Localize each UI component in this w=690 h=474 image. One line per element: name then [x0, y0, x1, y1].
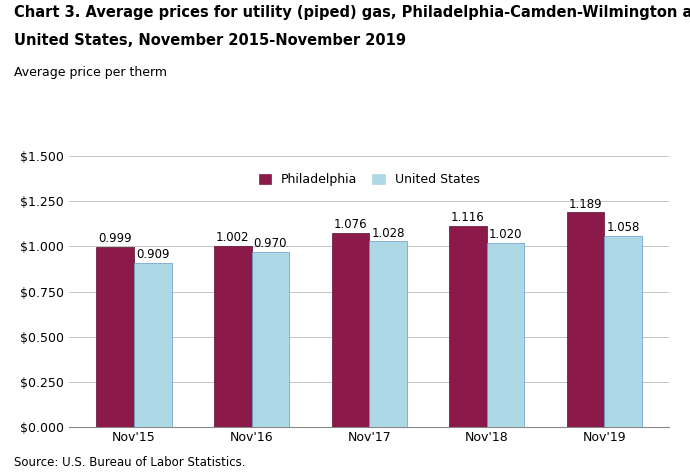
Bar	[369, 241, 407, 427]
Text: 0.999: 0.999	[98, 232, 132, 245]
Bar	[252, 252, 289, 427]
Legend: Philadelphia, United States: Philadelphia, United States	[253, 168, 485, 191]
Text: 1.028: 1.028	[371, 227, 405, 240]
Text: Source: U.S. Bureau of Labor Statistics.: Source: U.S. Bureau of Labor Statistics.	[14, 456, 246, 469]
Bar	[214, 246, 252, 427]
Text: 1.020: 1.020	[489, 228, 522, 241]
Bar	[604, 236, 642, 427]
Bar	[134, 263, 172, 427]
Text: 0.909: 0.909	[136, 248, 170, 261]
Bar	[331, 233, 369, 427]
Bar	[97, 246, 134, 427]
Text: 1.002: 1.002	[216, 231, 250, 244]
Bar	[449, 226, 486, 427]
Bar	[486, 243, 524, 427]
Text: 1.058: 1.058	[607, 221, 640, 234]
Text: Chart 3. Average prices for utility (piped) gas, Philadelphia-Camden-Wilmington : Chart 3. Average prices for utility (pip…	[14, 5, 690, 20]
Text: 1.076: 1.076	[333, 218, 367, 231]
Text: United States, November 2015-November 2019: United States, November 2015-November 20…	[14, 33, 406, 48]
Text: 1.116: 1.116	[451, 211, 485, 224]
Bar	[566, 212, 604, 427]
Text: Average price per therm: Average price per therm	[14, 66, 167, 79]
Text: 1.189: 1.189	[569, 198, 602, 210]
Text: 0.970: 0.970	[254, 237, 287, 250]
